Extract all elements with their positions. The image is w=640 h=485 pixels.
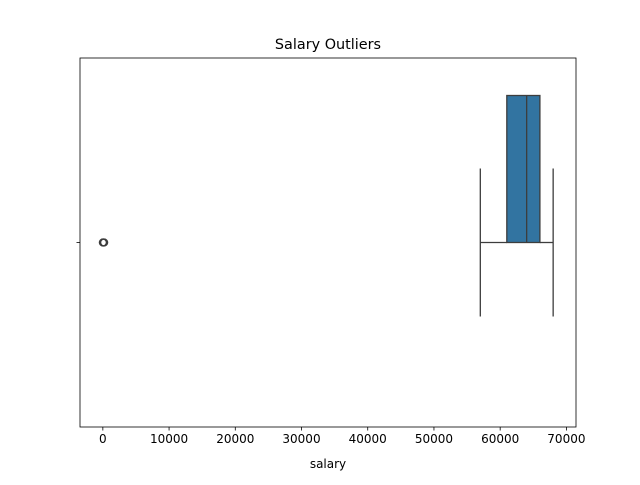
outlier-point xyxy=(100,238,109,247)
x-tick-label: 10000 xyxy=(150,432,188,446)
x-tick-label: 60000 xyxy=(481,432,519,446)
x-tick-label: 70000 xyxy=(547,432,585,446)
x-tick-label: 40000 xyxy=(349,432,387,446)
plot-area xyxy=(98,94,554,317)
x-tick-label: 50000 xyxy=(415,432,453,446)
x-tick-label: 20000 xyxy=(216,432,254,446)
x-tick-label: 30000 xyxy=(282,432,320,446)
chart-title: Salary Outliers xyxy=(275,37,381,53)
iqr-box xyxy=(506,94,541,244)
x-axis-label: salary xyxy=(310,457,346,471)
x-tick-label: 0 xyxy=(99,432,107,446)
x-axis-ticks: 0 10000 20000 30000 40000 50000 60000 70000 xyxy=(99,427,585,446)
